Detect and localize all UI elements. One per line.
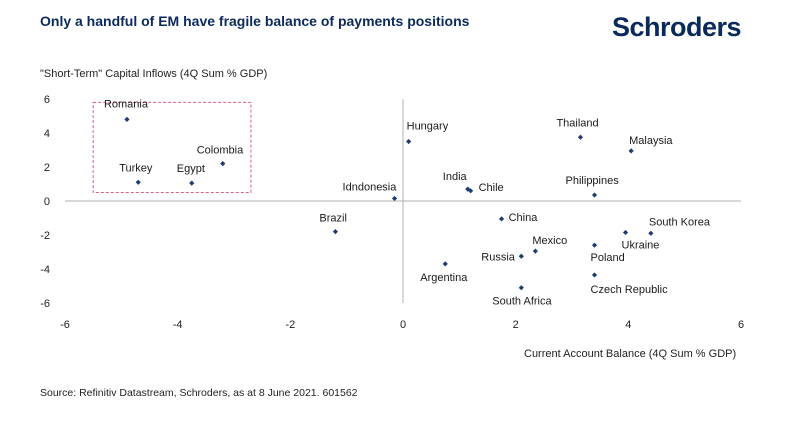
data-label: China [509,212,539,224]
data-labels: Romania Colombia Turkey Egypt Hungary Thailan… [104,98,711,307]
data-label: Colombia [197,145,244,157]
data-point [124,116,130,122]
y-tick-label: -2 [40,230,50,242]
data-point [648,230,654,236]
highlight-box-rect [92,101,252,193]
data-label: Poland [591,252,625,264]
data-label: Thailand [556,117,598,129]
data-label: Hungary [407,121,449,133]
x-tick-label: -6 [60,319,70,331]
source-note: Source: Refinitiv Datastream, Schroders,… [40,387,358,399]
data-point [135,179,141,185]
data-label: Argentina [420,272,468,284]
data-point [220,161,226,167]
data-point [468,188,474,194]
data-point [498,216,505,222]
data-point [406,138,412,145]
data-label: Romania [104,98,149,110]
data-point [622,229,629,236]
x-tick-label: 4 [625,319,631,331]
data-point [518,253,524,259]
data-point [591,272,598,278]
data-label: Idndonesia [343,181,398,193]
data-label: India [443,171,468,183]
data-label: South Africa [492,296,552,308]
data-point [332,229,338,235]
y-axis-label: "Short-Term" Capital Inflows (4Q Sum % G… [40,68,268,80]
y-tick-label: -4 [40,264,50,276]
data-point [577,134,584,140]
data-label: Czech Republic [591,284,669,296]
data-points [124,116,654,291]
data-label: Mexico [532,235,567,247]
data-label: Ukraine [622,239,660,251]
y-tick-label: 4 [44,128,50,140]
y-tick-label: -6 [40,298,50,310]
data-label: Chile [479,182,504,194]
data-label: Philippines [566,175,620,187]
x-tick-label: 0 [400,319,406,331]
data-label: Egypt [177,163,205,175]
axis-ticks: -6 -4 -2 0 2 4 6 6 4 2 0 -2 -4 -6 [40,94,744,331]
data-point [532,248,538,254]
data-label: Russia [481,251,516,263]
data-point [628,148,634,154]
data-point [591,242,598,248]
y-tick-label: 0 [44,196,50,208]
data-point [518,285,524,291]
y-tick-label: 6 [44,94,50,106]
data-point [442,261,448,267]
data-point [591,192,598,198]
chart-title: Only a handful of EM have fragile balanc… [40,13,470,29]
x-tick-label: 6 [738,319,744,331]
x-tick-label: -2 [285,319,295,331]
data-label: Malaysia [629,135,673,147]
data-label: Brazil [319,213,347,225]
highlight-box [92,101,252,193]
x-tick-label: 2 [513,319,519,331]
data-label: Turkey [119,162,153,174]
schroders-logo: Schroders [612,12,742,42]
data-label: South Korea [649,216,711,228]
x-tick-label: -4 [173,319,183,331]
x-axis-label: Current Account Balance (4Q Sum % GDP) [524,348,737,360]
chart-axes [65,99,741,303]
y-tick-label: 2 [44,162,50,174]
data-point [391,195,398,202]
data-point [189,180,195,186]
